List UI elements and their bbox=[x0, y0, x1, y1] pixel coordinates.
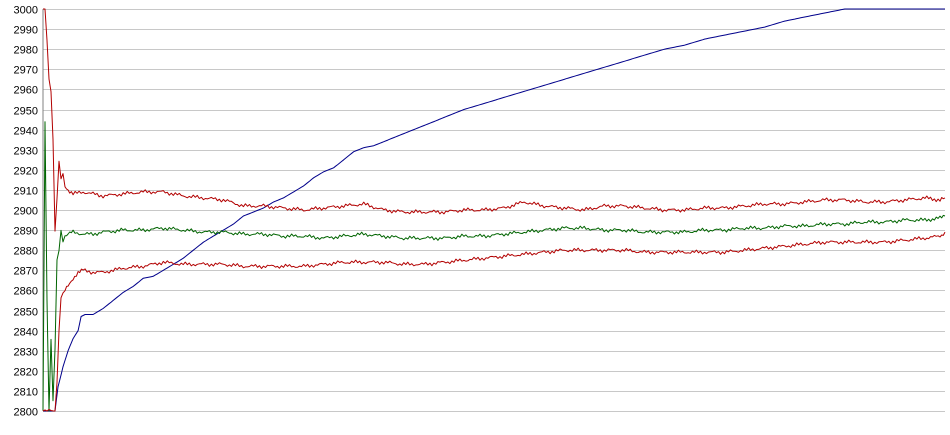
y-tick-label: 2970 bbox=[14, 65, 38, 77]
series-lines bbox=[42, 8, 946, 412]
y-tick-label: 2950 bbox=[14, 106, 38, 118]
y-tick-label: 2800 bbox=[14, 407, 38, 419]
y-tick-label: 2900 bbox=[14, 206, 38, 218]
y-tick-label: 2870 bbox=[14, 266, 38, 278]
gridlines bbox=[43, 9, 945, 412]
y-tick-label: 2880 bbox=[14, 246, 38, 258]
series-line-4 bbox=[42, 231, 946, 412]
y-tick-label: 2960 bbox=[14, 85, 38, 97]
y-tick-label: 2830 bbox=[14, 347, 38, 359]
y-tick-label: 2850 bbox=[14, 307, 38, 319]
series-line-3 bbox=[42, 121, 946, 412]
y-tick-label: 2980 bbox=[14, 45, 38, 57]
y-tick-label: 2920 bbox=[14, 166, 38, 178]
y-tick-label: 2990 bbox=[14, 25, 38, 37]
y-tick-label: 2910 bbox=[14, 186, 38, 198]
y-tick-label: 3000 bbox=[14, 5, 38, 17]
y-tick-label: 2840 bbox=[14, 327, 38, 339]
series-line-1 bbox=[43, 8, 945, 412]
y-tick-label: 2940 bbox=[14, 126, 38, 138]
y-tick-label: 2860 bbox=[14, 286, 38, 298]
y-tick-label: 2930 bbox=[14, 146, 38, 158]
y-axis-tick-labels: 3000 2990 2980 2970 2960 2950 2940 2930 2920 2910… bbox=[14, 5, 38, 419]
y-tick-label: 2890 bbox=[14, 226, 38, 238]
y-tick-label: 2820 bbox=[14, 367, 38, 379]
y-tick-label: 2810 bbox=[14, 387, 38, 399]
series-line-2 bbox=[43, 8, 946, 232]
